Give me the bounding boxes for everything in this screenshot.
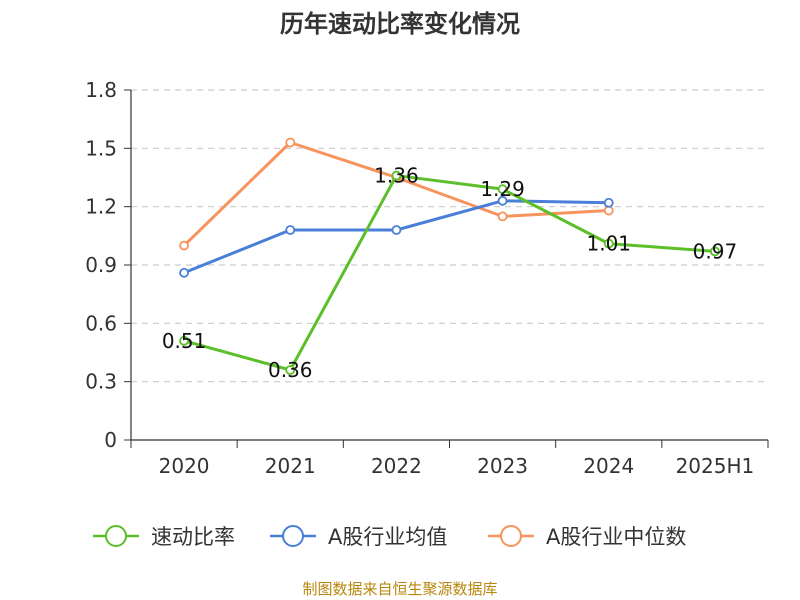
y-tick-label: 1.5 (85, 136, 117, 160)
y-tick-label: 1.8 (85, 78, 117, 102)
x-tick-label: 2020 (159, 454, 210, 478)
data-point (497, 184, 508, 195)
x-tick-label: 2024 (583, 454, 634, 478)
chart-title: 历年速动比率变化情况 (280, 10, 520, 38)
data-label: 1.36 (374, 164, 419, 188)
data-point (497, 211, 508, 222)
data-point (391, 225, 402, 235)
data-point (710, 246, 720, 257)
data-point (497, 195, 508, 206)
grid-layer (131, 89, 768, 383)
y-tick-label: 0.9 (85, 253, 117, 277)
axis-layer: 0 0.3 0.6 0.9 1.2 1.5 1.8 2020 2021 2022 2023 2024 2… (85, 78, 769, 478)
x-tick-label: 2023 (477, 454, 528, 478)
y-tick-label: 1.2 (85, 195, 117, 219)
data-label: 0.97 (693, 239, 738, 263)
data-point (603, 238, 614, 249)
data-point (179, 267, 189, 278)
legend-marker (500, 525, 522, 547)
legend-marker (282, 525, 304, 547)
y-tick-label: 0.6 (85, 311, 117, 335)
data-point (285, 225, 296, 235)
legend-marker (105, 525, 127, 547)
y-tick-label: 0 (104, 428, 117, 452)
y-tick-label: 0.3 (85, 370, 117, 394)
data-label: 0.51 (162, 329, 207, 353)
data-point (391, 170, 402, 181)
data-point (285, 137, 296, 148)
source-note: 制图数据来自恒生聚源数据库 (302, 580, 497, 598)
series-layer (179, 137, 720, 375)
legend-label: A股行业中位数 (546, 525, 686, 549)
data-point (603, 205, 614, 216)
data-label: 1.01 (586, 232, 631, 256)
data-label: 0.36 (268, 358, 313, 382)
data-label: 1.29 (480, 177, 525, 201)
data-point (179, 240, 189, 251)
data-point (603, 197, 614, 208)
data-point (179, 335, 189, 346)
legend-label: 速动比率 (151, 525, 235, 549)
data-label-layer: 0.51 0.36 1.36 1.29 1.01 0.97 (162, 164, 737, 382)
data-point (285, 365, 296, 375)
x-tick-label: 2025H1 (676, 454, 755, 478)
legend-label: A股行业均值 (328, 525, 447, 549)
x-tick-label: 2021 (265, 454, 316, 478)
legend: 速动比率 A股行业均值 A股行业中位数 (93, 525, 686, 549)
x-tick-label: 2022 (371, 454, 422, 478)
series-line (183, 174, 716, 372)
